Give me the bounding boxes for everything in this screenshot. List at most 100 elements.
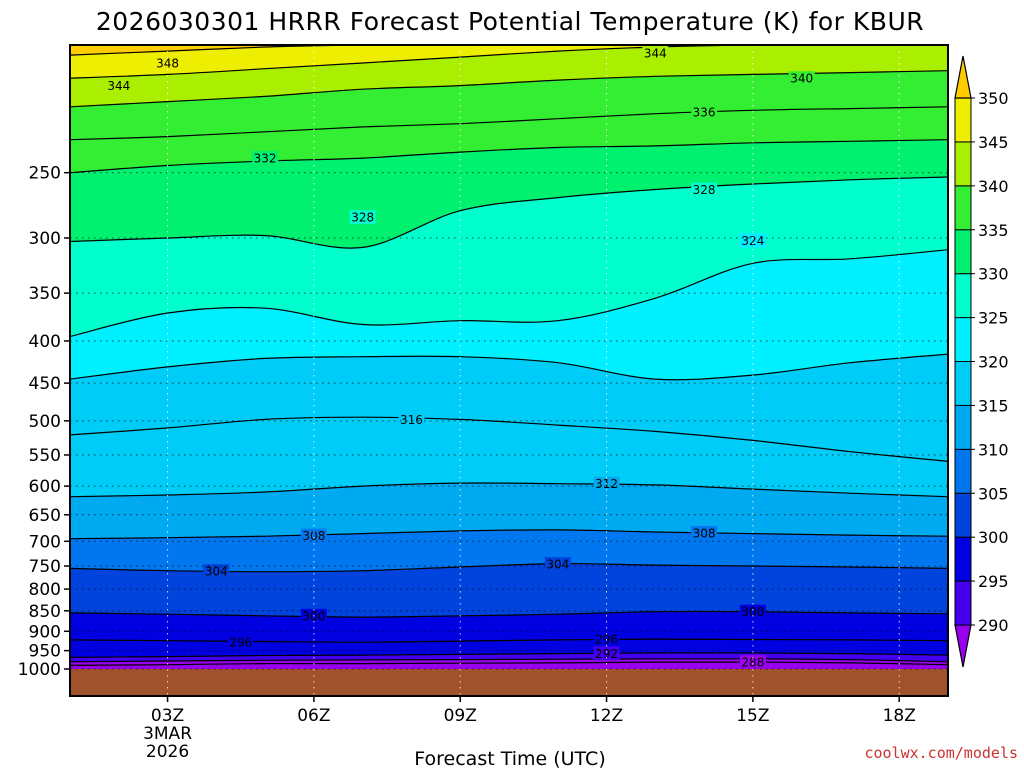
contour-label-text: 344 — [644, 47, 667, 61]
x-tick-label: 06Z — [297, 706, 330, 726]
contour-label-text: 332 — [254, 152, 277, 166]
isentrope-344 — [70, 45, 948, 79]
contour-label-bg — [203, 564, 230, 579]
contour-label-text: 296 — [229, 635, 252, 649]
contour-label: 336 — [691, 104, 718, 119]
colorbar-band — [954, 404, 972, 450]
colorbar: 350 345 340 335 330 325 320 315 310 305 300 295 290 — [954, 55, 1009, 668]
colorbar-band — [954, 317, 972, 363]
contour-label-bg — [691, 182, 718, 197]
colorbar-band — [954, 448, 972, 494]
x-date-label: 3MAR — [143, 724, 192, 744]
contour-label-bg — [544, 557, 571, 572]
colorbar-band — [954, 273, 972, 319]
contour-label-bg — [227, 634, 254, 649]
contour-label-bg — [642, 46, 669, 61]
y-tick-label: 750 — [29, 557, 61, 577]
contour-label: 344 — [642, 46, 669, 61]
x-tick-label: 12Z — [590, 706, 623, 726]
isentrope-296 — [70, 638, 948, 643]
contour-label-bg — [788, 71, 815, 86]
y-tick-label: 650 — [29, 506, 61, 526]
contour-label-text: 288 — [741, 656, 764, 670]
y-tick-label: 550 — [29, 446, 61, 466]
contour-label: 308 — [691, 526, 718, 541]
colorbar-tick-label: 340 — [978, 177, 1009, 196]
contour-label-bg — [300, 528, 327, 543]
contour-label: 304 — [203, 564, 230, 579]
y-tick-label: 300 — [29, 229, 61, 249]
contour-label-text: 336 — [693, 105, 716, 119]
contour-label: 328 — [349, 210, 376, 225]
contour-label: 344 — [105, 78, 132, 93]
isentrope-336 — [70, 106, 948, 141]
colorbar-tick-label: 300 — [978, 528, 1009, 547]
contour-label-bg — [398, 412, 425, 427]
grid-lines — [70, 45, 948, 696]
isentrope-328 — [70, 176, 948, 249]
colorbar-tick-label: 295 — [978, 572, 1009, 591]
colorbar-tick-label: 315 — [978, 396, 1009, 415]
contour-label-text: 344 — [107, 79, 130, 93]
colorbar-tip-top — [954, 55, 972, 99]
contour-label-bg — [739, 233, 766, 248]
ground — [70, 669, 948, 696]
y-tick-label: 350 — [29, 284, 61, 304]
contour-label-bg — [252, 151, 279, 166]
contour-label-text: 308 — [693, 527, 716, 541]
contour-label-text: 328 — [693, 183, 716, 197]
colorbar-tick-label: 320 — [978, 353, 1009, 372]
isentrope-332 — [70, 139, 948, 174]
colorbar-band — [954, 492, 972, 538]
contour-label: 296 — [227, 634, 254, 649]
contour-label-text: 328 — [351, 211, 374, 225]
x-axis-label: Forecast Time (UTC) — [414, 748, 605, 768]
y-tick-label: 700 — [29, 532, 61, 552]
isentrope-348 — [70, 45, 948, 56]
y-tick-label: 450 — [29, 374, 61, 394]
contour-label-bg — [593, 646, 620, 661]
isentrope-288 — [70, 661, 948, 666]
colorbar-band — [954, 141, 972, 187]
colorbar-tick-label: 350 — [978, 89, 1009, 108]
y-tick-label: 950 — [29, 642, 61, 662]
contour-label: 324 — [739, 233, 766, 248]
contour-label-text: 324 — [741, 234, 764, 248]
y-tick-label: 500 — [29, 412, 61, 432]
x-date-label: 2026 — [146, 742, 189, 762]
colorbar-band — [954, 536, 972, 582]
contour-label: 332 — [252, 151, 279, 166]
contour-label-text: 292 — [595, 647, 618, 661]
contour-label-text: 316 — [400, 413, 423, 427]
contour-label-bg — [349, 210, 376, 225]
contour-label-text: 304 — [546, 558, 569, 572]
isentrope-320 — [70, 353, 948, 381]
colorbar-tick-label: 290 — [978, 616, 1009, 635]
colorbar-tick-label: 310 — [978, 440, 1009, 459]
contour-label: 328 — [691, 182, 718, 197]
contour-label-bg — [154, 55, 181, 70]
y-tick-label: 400 — [29, 332, 61, 352]
credit-text[interactable]: coolwx.com/models — [864, 744, 1018, 762]
x-tick-label: 09Z — [444, 706, 477, 726]
contour-label-bg — [739, 604, 766, 619]
isentrope-292 — [70, 652, 948, 658]
contour-label-text: 300 — [741, 605, 764, 619]
contour-label: 340 — [788, 71, 815, 86]
isentrope-300 — [70, 610, 948, 618]
colorbar-band — [954, 580, 972, 626]
y-tick-label: 600 — [29, 477, 61, 497]
contour-label-text: 308 — [302, 529, 325, 543]
contour-label-text: 304 — [205, 565, 228, 579]
contour-label-text: 340 — [790, 72, 813, 86]
x-tick-label: 18Z — [883, 706, 916, 726]
colorbar-tip-bottom — [954, 624, 972, 668]
y-tick-label: 250 — [29, 164, 61, 184]
colorbar-band — [954, 229, 972, 275]
y-axis: 2503003504004505005506006507007508008509… — [18, 164, 70, 680]
colorbar-tick-label: 325 — [978, 309, 1009, 328]
contour-label: 304 — [544, 557, 571, 572]
chart-title: 2026030301 HRRR Forecast Potential Tempe… — [96, 7, 924, 36]
